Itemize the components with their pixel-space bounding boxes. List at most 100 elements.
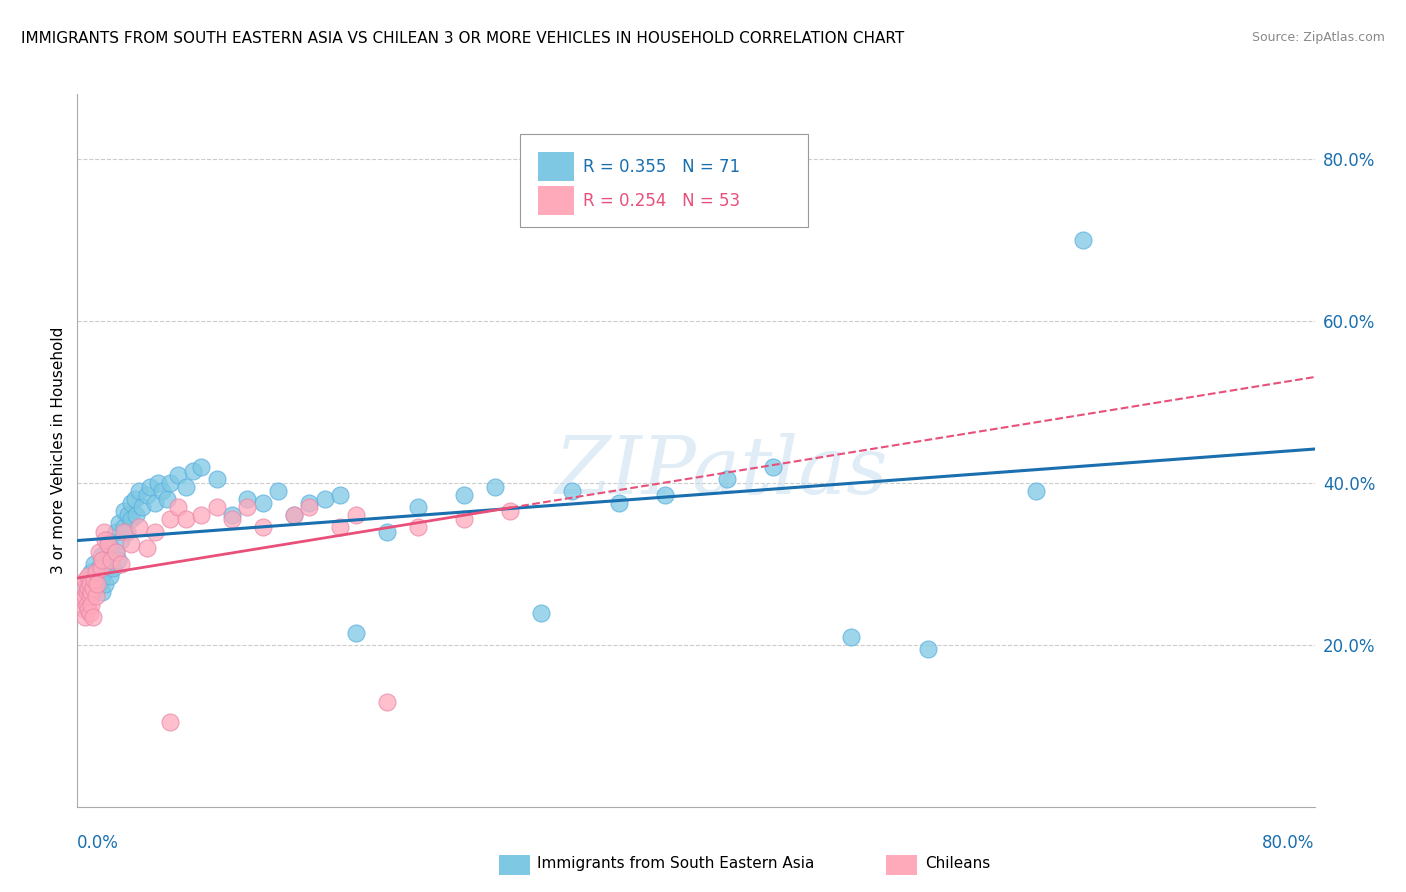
Point [112,520,135,534]
Point [87,545,110,559]
Point [84,569,107,583]
Text: R = 0.254   N = 53: R = 0.254 N = 53 [583,192,741,210]
Point [174,512,197,526]
Point [82,582,104,596]
Point [159,512,181,526]
Point [75,582,96,596]
Point [83,573,105,587]
Point [77,569,100,583]
Point [221,512,243,526]
Point [159,475,181,490]
Point [79,590,101,604]
Point [252,496,274,510]
Point [1025,483,1047,498]
Point [329,488,352,502]
Point [156,492,179,507]
Point [131,500,153,515]
Point [107,553,129,567]
Point [117,508,139,523]
Point [94,577,117,591]
Point [94,557,117,571]
Point [267,483,290,498]
Point [70,593,93,607]
Point [125,508,148,523]
Point [561,483,583,498]
Point [105,524,128,539]
Point [87,561,110,575]
Point [79,577,101,591]
Point [375,524,398,539]
Point [110,533,132,547]
Point [77,582,100,596]
Point [90,549,112,563]
Point [174,480,197,494]
Point [80,565,103,579]
Point [406,500,429,515]
Point [329,520,352,534]
Point [283,508,305,523]
Point [716,472,738,486]
Point [1071,233,1094,247]
Point [136,488,159,502]
Point [101,561,124,575]
Point [839,630,862,644]
Point [453,488,475,502]
Point [105,545,128,559]
Point [344,626,367,640]
Point [80,598,103,612]
Point [76,598,98,612]
Point [112,524,135,539]
Point [91,585,114,599]
Point [146,475,169,490]
Point [98,569,121,583]
Point [97,549,120,563]
Point [72,601,94,615]
Point [75,590,96,604]
Point [917,642,939,657]
Point [221,508,243,523]
Point [143,496,166,510]
Point [190,459,212,474]
Point [499,504,522,518]
Point [183,464,205,478]
Text: Source: ZipAtlas.com: Source: ZipAtlas.com [1251,31,1385,45]
Point [654,488,676,502]
Text: IMMIGRANTS FROM SOUTH EASTERN ASIA VS CHILEAN 3 OR MORE VEHICLES IN HOUSEHOLD CO: IMMIGRANTS FROM SOUTH EASTERN ASIA VS CH… [21,31,904,46]
Point [105,545,128,559]
Text: ZIPatlas: ZIPatlas [554,434,887,510]
Point [110,557,132,571]
Point [97,537,120,551]
Point [108,516,131,531]
Text: 0.0%: 0.0% [77,834,120,852]
Text: R = 0.355   N = 71: R = 0.355 N = 71 [583,158,741,176]
Point [298,496,321,510]
Point [93,524,115,539]
Point [75,573,96,587]
Point [762,459,785,474]
Point [75,609,96,624]
Point [236,500,259,515]
Text: Immigrants from South Eastern Asia: Immigrants from South Eastern Asia [537,856,814,871]
Point [72,582,94,596]
Point [84,565,107,579]
Point [128,483,150,498]
Point [121,496,143,510]
Point [86,577,108,591]
Point [94,533,117,547]
Point [90,561,112,575]
Point [236,492,259,507]
Point [91,553,114,567]
Point [167,467,190,482]
Point [82,585,104,599]
Point [86,582,108,596]
Point [121,512,143,526]
Point [112,504,135,518]
Point [115,524,138,539]
Y-axis label: 3 or more Vehicles in Household: 3 or more Vehicles in Household [51,326,66,574]
Point [100,553,122,567]
Point [84,590,107,604]
Point [314,492,336,507]
Point [82,609,104,624]
Point [152,483,174,498]
Point [143,524,166,539]
